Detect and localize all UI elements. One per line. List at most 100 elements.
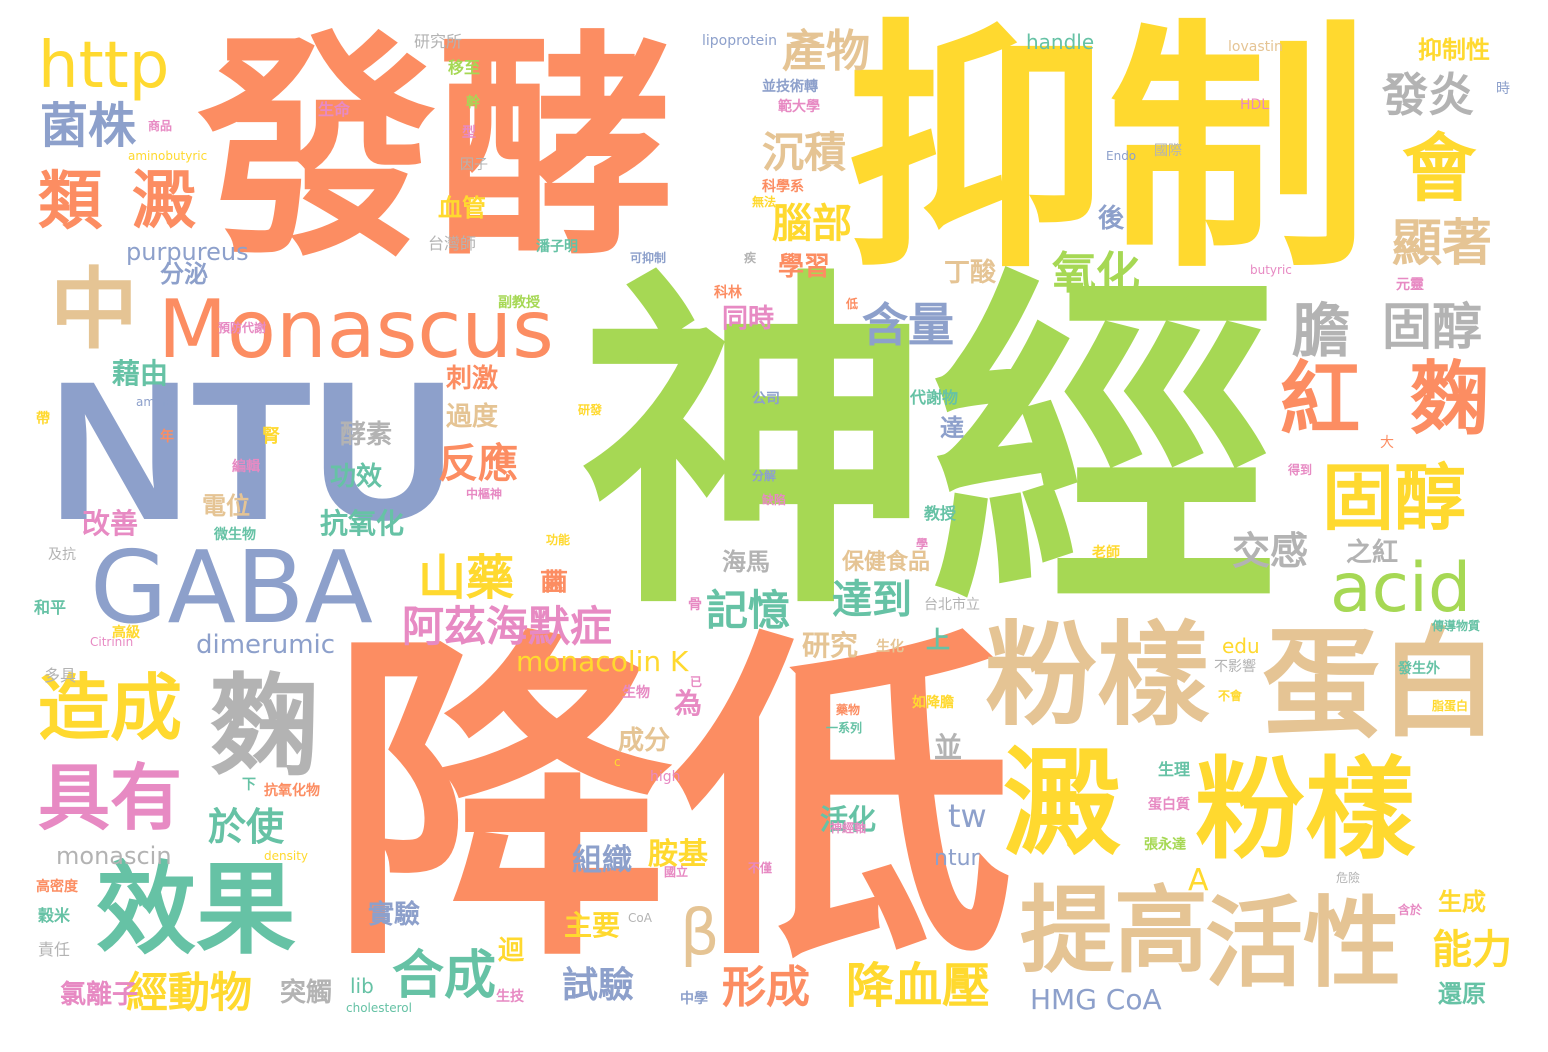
word: 分泌 [160, 260, 208, 288]
word: density [264, 849, 308, 863]
word: 粉樣 [985, 611, 1209, 741]
word: 刺激 [446, 364, 499, 394]
word: 生化 [876, 639, 904, 655]
word: 菌株 [40, 98, 137, 154]
word: CoA [628, 911, 652, 925]
word: 分解 [752, 469, 777, 483]
word: 教授 [924, 504, 957, 523]
word: 產物 [782, 26, 870, 77]
word: lovastin [1228, 39, 1283, 55]
word: 能力 [1432, 927, 1512, 973]
word: 合成 [392, 946, 497, 1006]
word: tw [948, 797, 987, 835]
word: 並 [934, 731, 963, 764]
word: 過度 [446, 402, 499, 432]
word: 國立 [664, 865, 689, 879]
word: 抑制 [845, 0, 1369, 303]
word: HMG CoA [1030, 983, 1162, 1016]
word: Monascus [158, 283, 554, 376]
word: http [38, 29, 170, 103]
word: 提高 [1020, 877, 1209, 986]
word: cholesterol [346, 1001, 412, 1015]
word: 同時 [722, 304, 775, 334]
word: 酵素 [340, 420, 393, 450]
word: 學習 [778, 252, 831, 282]
word: 穀米 [38, 906, 71, 925]
word: 國際 [1154, 143, 1182, 159]
word: monacolin K [516, 645, 689, 678]
word: 氧化 [1052, 248, 1140, 299]
word: 活性 [1205, 887, 1402, 1001]
word: 和平 [34, 598, 67, 617]
word: 中 [50, 258, 139, 361]
word: GABA [90, 529, 373, 646]
word: 記憶 [706, 586, 791, 635]
word: 編輯 [232, 459, 260, 475]
word: Citrinin [90, 635, 134, 649]
word: 副教授 [498, 295, 540, 311]
word: 發酵 [198, 12, 674, 289]
word: 上 [926, 626, 950, 654]
word: 澱 [132, 165, 196, 239]
word: 澱 [1003, 735, 1122, 873]
word: ntur [934, 846, 980, 871]
word: handle [1026, 30, 1095, 54]
word: 經動物 [126, 968, 253, 1017]
word: 功能 [546, 533, 571, 547]
word: 多具 [44, 666, 77, 685]
word: 骨 [688, 597, 702, 613]
word: 保健食品 [842, 550, 931, 575]
word: 一系列 [826, 721, 863, 735]
word: 抗氧化物 [264, 783, 320, 799]
word: 含量 [862, 298, 954, 352]
word: 發炎 [1382, 68, 1474, 122]
word: 不僅 [748, 861, 773, 875]
word: 台北市立 [924, 597, 980, 613]
word: 研究所 [414, 32, 463, 51]
word: 紅 [1280, 353, 1360, 446]
word: 傳導物質 [1432, 619, 1481, 633]
word: β [680, 896, 720, 969]
word: 大 [1380, 435, 1394, 451]
word: 顯著 [1392, 214, 1492, 272]
word: 老師 [1092, 545, 1120, 561]
word: 血管 [438, 194, 486, 222]
word: 神經軸 [830, 821, 867, 835]
word: 成分 [618, 726, 671, 756]
word: 潘子明 [536, 239, 578, 255]
word: aminobutyric [128, 149, 208, 163]
word: 因子 [460, 157, 488, 173]
word: 時 [1496, 81, 1510, 97]
word: 帶 [36, 411, 50, 427]
word: monascin [56, 842, 172, 870]
word: acid [1330, 549, 1472, 628]
word: 微生物 [214, 527, 256, 543]
word: 含於 [1398, 903, 1423, 917]
word: HDL [1240, 97, 1270, 113]
word: 腎 [262, 426, 280, 447]
word: 組織 [572, 843, 632, 878]
word: 主要 [564, 909, 621, 942]
word: 抑制性 [1418, 36, 1490, 64]
word: 蛋白 [1262, 615, 1499, 753]
word: 代謝物 [910, 388, 959, 407]
word: 功效 [330, 462, 383, 492]
word: 研究 [802, 629, 859, 662]
word: 造成 [38, 666, 183, 750]
word: 公司 [752, 391, 780, 407]
word: 腦部 [772, 201, 852, 247]
word: 後 [1098, 204, 1125, 234]
word: 抗氧化 [320, 507, 405, 540]
word: 丁酸 [944, 258, 997, 288]
word: 危險 [1336, 871, 1361, 885]
word: 移至 [448, 58, 481, 77]
word: 降低 [330, 604, 1014, 1002]
word: 已 [690, 675, 703, 689]
word: lib [350, 974, 374, 998]
word: 形成 [722, 962, 810, 1013]
word: 生命 [318, 100, 351, 119]
word: 沉積 [762, 128, 847, 177]
word: 山藥 [418, 550, 515, 606]
word: dimerumic [196, 630, 336, 660]
